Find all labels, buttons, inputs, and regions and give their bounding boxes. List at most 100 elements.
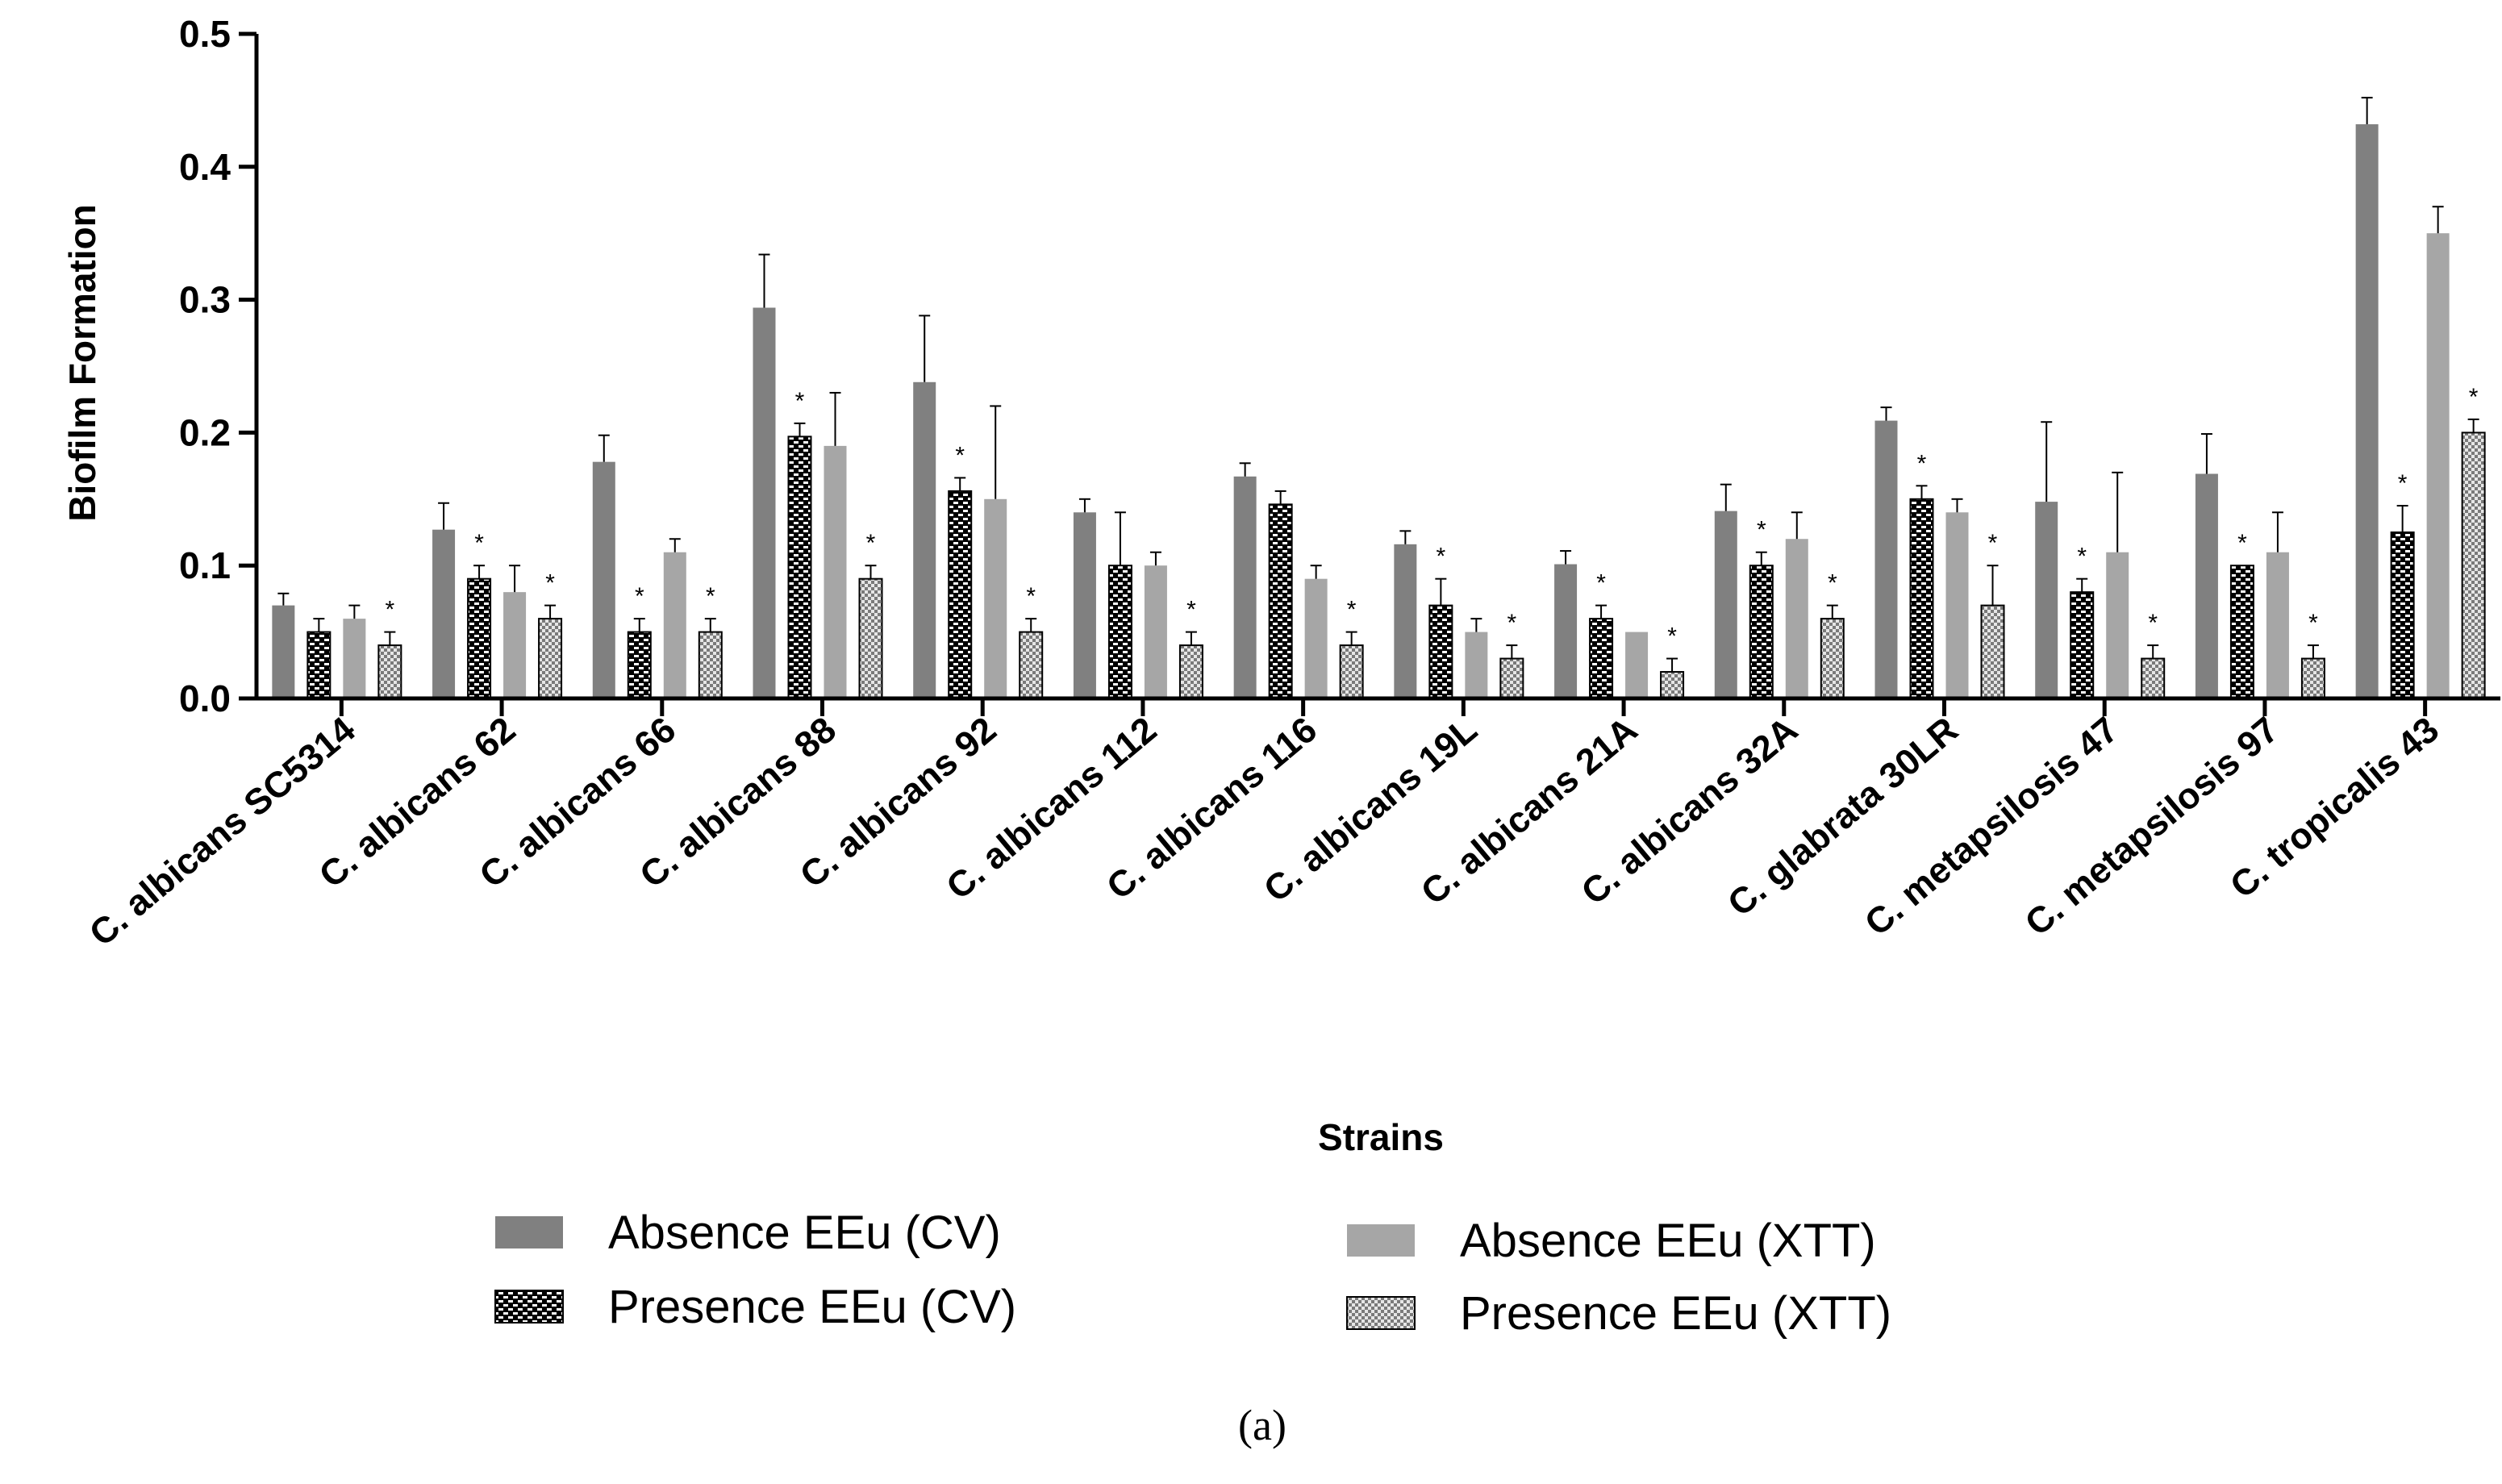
bar-1 <box>1714 511 1737 698</box>
figure-caption: (a) <box>1238 1401 1286 1449</box>
bar-1 <box>272 605 295 698</box>
bar-4 <box>1980 604 2005 700</box>
legend-swatch <box>494 1290 564 1324</box>
bar-2 <box>948 490 973 699</box>
significance-marker: * <box>866 530 876 556</box>
bar-1 <box>2355 124 2379 699</box>
legend-swatch <box>1346 1296 1416 1330</box>
bar-3 <box>1144 565 1167 698</box>
significance-marker: * <box>1757 517 1766 544</box>
y-tick-label: 0.2 <box>179 411 231 453</box>
significance-marker: * <box>1917 450 1927 477</box>
bar-4 <box>698 631 723 699</box>
significance-marker: * <box>2077 544 2087 570</box>
bar-3 <box>2106 552 2129 698</box>
legend-swatch <box>1347 1224 1415 1257</box>
bar-2 <box>2070 591 2095 699</box>
legend-label: Absence EEu (XTT) <box>1460 1215 1876 1267</box>
legend-item: Presence EEu (XTT) <box>1346 1287 1891 1340</box>
bar-4 <box>1499 657 1524 699</box>
significance-marker: * <box>1667 623 1677 650</box>
bar-4 <box>1019 631 1044 699</box>
bar-3 <box>1625 632 1649 698</box>
bar-2 <box>1589 618 1614 699</box>
bar-4 <box>1178 644 1203 700</box>
bar-2 <box>1909 498 1934 699</box>
bar-2 <box>306 631 332 699</box>
legend-label: Presence EEu (CV) <box>608 1281 1016 1333</box>
bar-3 <box>2266 552 2289 698</box>
bar-3 <box>1945 512 1969 698</box>
legend-item: Absence EEu (XTT) <box>1347 1215 1876 1267</box>
bar-1 <box>592 461 615 698</box>
bar-2 <box>787 436 812 699</box>
bar-4 <box>2461 431 2486 700</box>
bar-1 <box>1073 512 1096 698</box>
bar-4 <box>1339 644 1364 700</box>
bars-layer: * * * * * * * * * * * * * * * * * * * * * * * * * <box>272 97 2486 700</box>
legend-item: Presence EEu (CV) <box>494 1281 1016 1333</box>
bar-1 <box>753 307 776 698</box>
bar-1 <box>2035 502 2058 698</box>
legend-swatch <box>495 1216 563 1248</box>
bar-1 <box>913 381 936 698</box>
legend-item: Absence EEu (CV) <box>495 1207 1001 1259</box>
legend-label: Absence EEu (CV) <box>608 1207 1001 1259</box>
y-tick-label: 0.5 <box>179 13 231 55</box>
bar-4 <box>538 618 563 699</box>
bar-2 <box>1428 604 1453 700</box>
significance-marker: * <box>1026 583 1036 610</box>
bar-4 <box>377 644 402 700</box>
significance-marker: * <box>1437 544 1446 570</box>
bar-2 <box>1107 565 1132 700</box>
bar-1 <box>2195 473 2218 698</box>
significance-marker: * <box>635 583 644 610</box>
bar-3 <box>1304 578 1328 698</box>
y-tick-label: 0.4 <box>179 146 231 188</box>
bar-1 <box>1874 420 1898 698</box>
bar-3 <box>984 498 1007 698</box>
bar-3 <box>824 445 847 698</box>
bar-4 <box>2141 657 2166 699</box>
significance-marker: * <box>1596 570 1606 597</box>
bar-3 <box>1465 632 1488 698</box>
significance-marker: * <box>706 583 715 610</box>
significance-marker: * <box>1507 610 1517 636</box>
bar-4 <box>1820 618 1845 699</box>
bar-4 <box>858 577 883 699</box>
y-tick-label: 0.0 <box>179 677 231 719</box>
bar-1 <box>1233 476 1257 698</box>
bar-4 <box>2300 657 2325 699</box>
y-axis-title: Biofilm Formation <box>61 204 103 522</box>
significance-marker: * <box>2237 530 2247 556</box>
bar-2 <box>2229 565 2254 700</box>
bar-1 <box>1394 544 1417 698</box>
significance-marker: * <box>1186 597 1196 623</box>
significance-marker: * <box>955 442 965 469</box>
x-axis-title: Strains <box>1318 1116 1444 1158</box>
y-tick-label: 0.1 <box>179 544 231 586</box>
bar-3 <box>663 552 686 698</box>
significance-marker: * <box>474 530 484 556</box>
bar-1 <box>1554 564 1578 698</box>
legend: Absence EEu (CV) Presence EEu (CV) Absence… <box>494 1207 1891 1340</box>
x-tick-label: C. albicans SC5314 <box>81 709 363 954</box>
y-axis: 0.0 0.1 0.2 0.3 0.4 0.5 <box>179 13 259 719</box>
significance-marker: * <box>386 597 395 623</box>
bar-3 <box>1785 539 1808 698</box>
significance-marker: * <box>2469 384 2479 411</box>
bar-1 <box>432 529 456 698</box>
bar-2 <box>1268 503 1293 700</box>
bar-3 <box>2426 233 2450 698</box>
bar-3 <box>503 592 527 698</box>
bar-3 <box>343 619 366 698</box>
significance-marker: * <box>2308 610 2318 636</box>
significance-marker: * <box>1347 597 1357 623</box>
significance-marker: * <box>1988 530 1998 556</box>
legend-label: Presence EEu (XTT) <box>1460 1287 1891 1340</box>
bar-4 <box>1660 671 1685 699</box>
bar-2 <box>1749 565 1774 700</box>
